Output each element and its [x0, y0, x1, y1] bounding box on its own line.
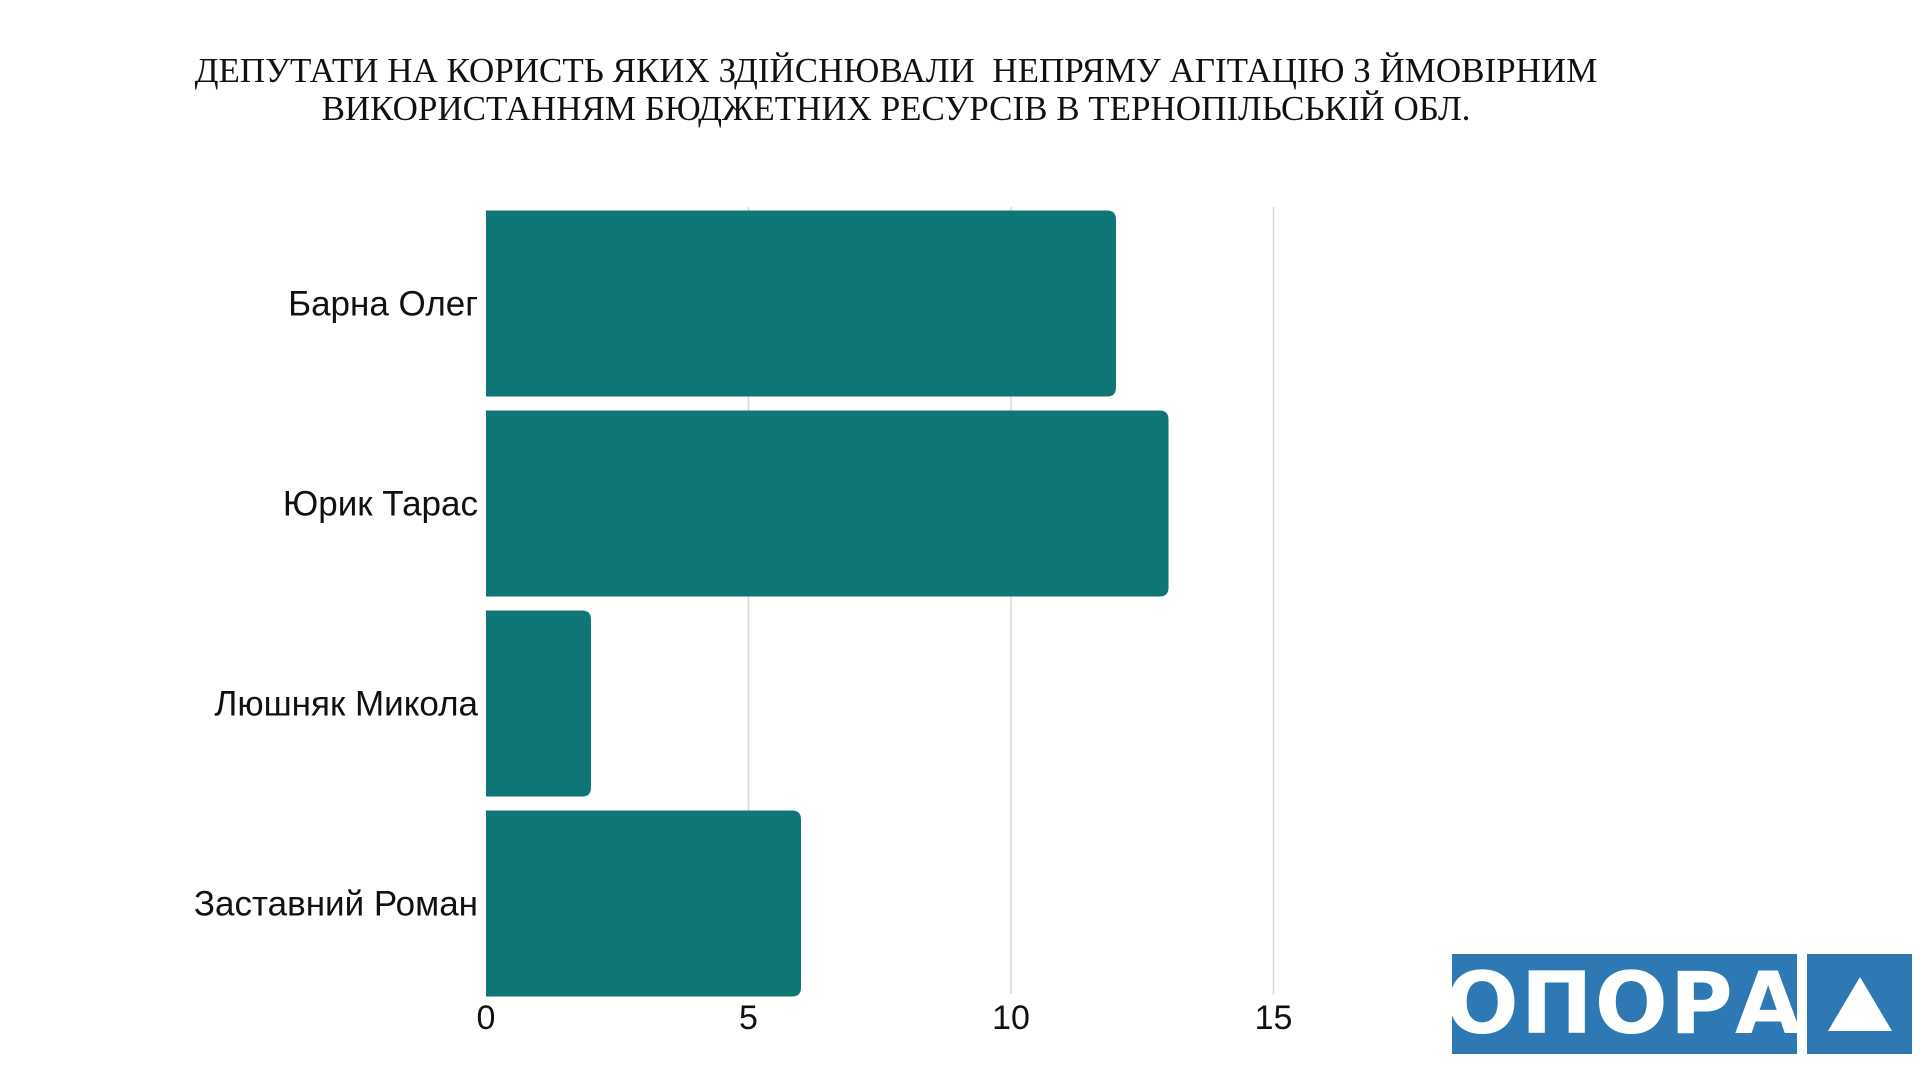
x-tick-label: 5 — [739, 999, 758, 1037]
x-tick-label: 10 — [992, 999, 1030, 1037]
category-label: Юрик Тарас — [283, 485, 478, 524]
bar — [486, 610, 591, 797]
bar — [486, 410, 1169, 597]
triangle-icon — [1807, 954, 1912, 1054]
bars — [486, 210, 1169, 997]
chart-title: ДЕПУТАТИ НА КОРИСТЬ ЯКИХ ЗДІЙСНЮВАЛИ НЕП… — [0, 52, 1792, 128]
category-label: Барна Олег — [288, 285, 478, 324]
chart-title-line-2: ВИКОРИСТАННЯМ БЮДЖЕТНИХ РЕСУРСІВ В ТЕРНО… — [321, 89, 1471, 128]
opora-logo: ОПОРА — [1445, 954, 1912, 1054]
chart-title-line-1: ДЕПУТАТИ НА КОРИСТЬ ЯКИХ ЗДІЙСНЮВАЛИ НЕП… — [194, 51, 1598, 90]
logo-text: ОПОРА — [1445, 954, 1804, 1054]
category-label: Люшняк Микола — [214, 685, 478, 724]
logo-separator — [1797, 954, 1807, 1054]
x-tick-label: 0 — [477, 999, 496, 1037]
category-labels: Барна Олег Юрик Тарас Люшняк Микола Заставн… — [194, 285, 479, 924]
bar — [486, 210, 1116, 397]
bar — [486, 810, 801, 997]
x-tick-label: 15 — [1255, 999, 1293, 1037]
category-label: Заставний Роман — [194, 885, 478, 924]
x-tick-labels: 0 5 10 15 — [477, 999, 1293, 1037]
